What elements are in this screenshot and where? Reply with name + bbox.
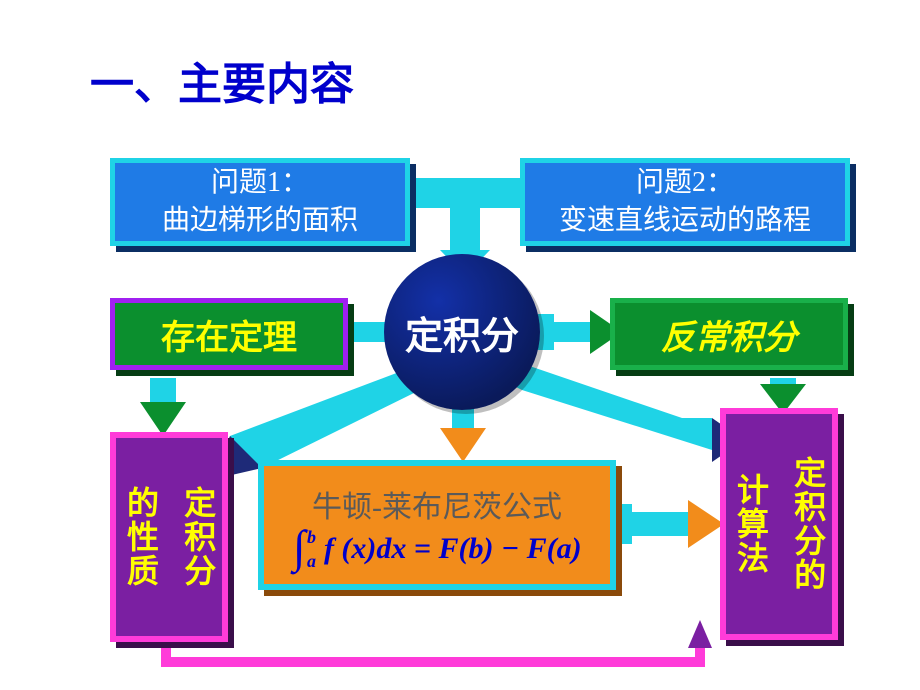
prop-col1: 定积分: [172, 486, 223, 588]
calc-col2: 计算法: [725, 473, 776, 575]
exist-text: 存在定理: [161, 310, 297, 359]
newton-title: 牛顿-莱布尼茨公式: [312, 482, 562, 526]
calc-col1: 定积分的: [782, 456, 833, 592]
calc-box: 计算法 定积分的: [720, 408, 838, 640]
prop-box: 的性质 定积分: [110, 432, 228, 642]
formula-body: f (x)dx = F(b) − F(a): [324, 532, 582, 566]
center-text: 定积分: [405, 305, 519, 360]
newton-box: 牛顿-莱布尼茨公式 ∫ b a f (x)dx = F(b) − F(a): [258, 460, 616, 590]
q2-line2: 变速直线运动的路程: [559, 202, 811, 240]
formula-b: b: [307, 530, 316, 544]
prop-col2: 的性质: [115, 486, 166, 588]
q2-line1: 问题2：: [636, 164, 734, 202]
q1-line1: 问题1：: [211, 164, 309, 202]
newton-formula: ∫ b a f (x)dx = F(b) − F(a): [292, 530, 581, 568]
improp-box: 反常积分: [610, 298, 848, 370]
exist-box: 存在定理: [110, 298, 348, 370]
q1-box: 问题1： 曲边梯形的面积: [110, 158, 410, 246]
q2-box: 问题2： 变速直线运动的路程: [520, 158, 850, 246]
formula-a: a: [307, 554, 316, 568]
center-circle: 定积分: [384, 254, 540, 410]
q1-line2: 曲边梯形的面积: [162, 202, 358, 240]
improp-text: 反常积分: [661, 310, 797, 359]
